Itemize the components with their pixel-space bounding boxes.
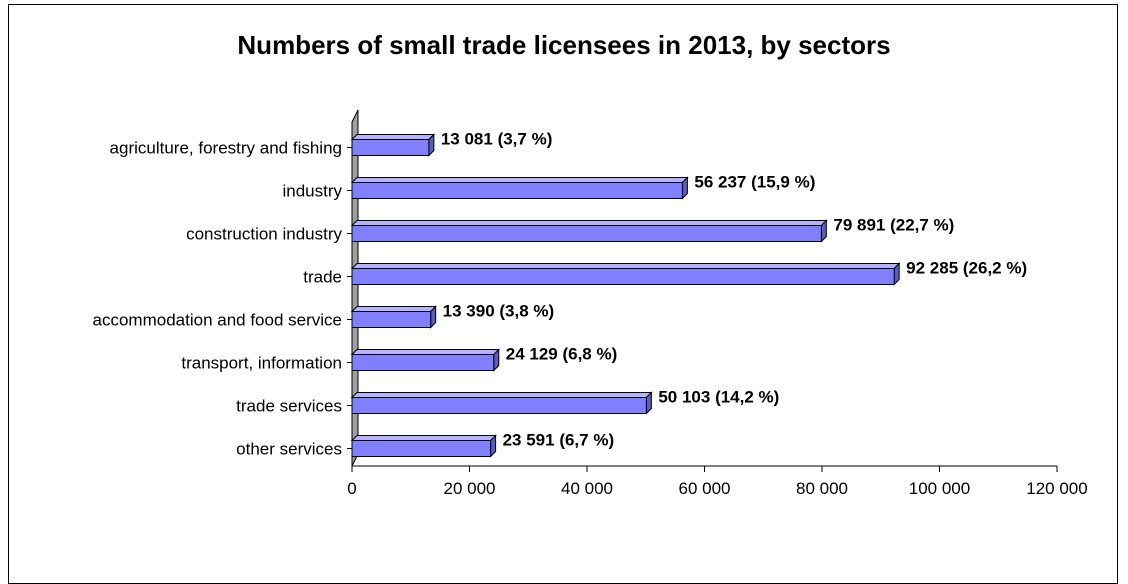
x-tick-label: 40 000 xyxy=(561,479,613,498)
category-label: other services xyxy=(236,440,342,459)
bar-top xyxy=(350,220,828,226)
x-tick-label: 0 xyxy=(347,479,356,498)
bar xyxy=(351,182,683,199)
bar xyxy=(351,397,647,414)
bar xyxy=(351,225,822,242)
bar-top xyxy=(350,263,901,269)
data-label: 79 891 (22,7 %) xyxy=(833,216,954,235)
data-label: 56 237 (15,9 %) xyxy=(694,173,815,192)
data-label: 13 081 (3,7 %) xyxy=(441,130,553,149)
category-label: trade services xyxy=(236,397,342,416)
data-label: 24 129 (6,8 %) xyxy=(506,345,618,364)
bar xyxy=(351,354,495,371)
category-label: transport, information xyxy=(181,354,342,373)
data-label: 50 103 (14,2 %) xyxy=(658,388,779,407)
data-label: 13 390 (3,8 %) xyxy=(443,302,555,321)
x-tick-label: 60 000 xyxy=(679,479,731,498)
category-label: agriculture, forestry and fishing xyxy=(110,139,342,158)
bar xyxy=(351,139,430,156)
x-tick-label: 120 000 xyxy=(1026,479,1087,498)
category-label: construction industry xyxy=(186,225,342,244)
chart-frame xyxy=(8,4,1118,584)
x-tick-label: 20 000 xyxy=(444,479,496,498)
bar-top xyxy=(350,306,437,312)
x-tick-label: 80 000 xyxy=(796,479,848,498)
data-label: 23 591 (6,7 %) xyxy=(503,431,615,450)
bar-top xyxy=(350,349,500,355)
bar-top xyxy=(350,435,497,441)
category-label: accommodation and food service xyxy=(93,311,342,330)
bar xyxy=(351,311,432,328)
bar-top xyxy=(350,177,689,183)
bar xyxy=(351,268,895,285)
category-label: trade xyxy=(303,268,342,287)
bar-chart: 0 20 000 40 000 60 000 80 000 100 000 120 000 a… xyxy=(93,109,1088,498)
category-label: industry xyxy=(282,182,342,201)
bar xyxy=(351,440,492,457)
x-tick-label: 100 000 xyxy=(909,479,970,498)
bar-top xyxy=(350,392,653,398)
bar-top xyxy=(350,134,436,140)
chart-title: Numbers of small trade licensees in 2013… xyxy=(237,30,891,60)
data-label: 92 285 (26,2 %) xyxy=(906,259,1027,278)
